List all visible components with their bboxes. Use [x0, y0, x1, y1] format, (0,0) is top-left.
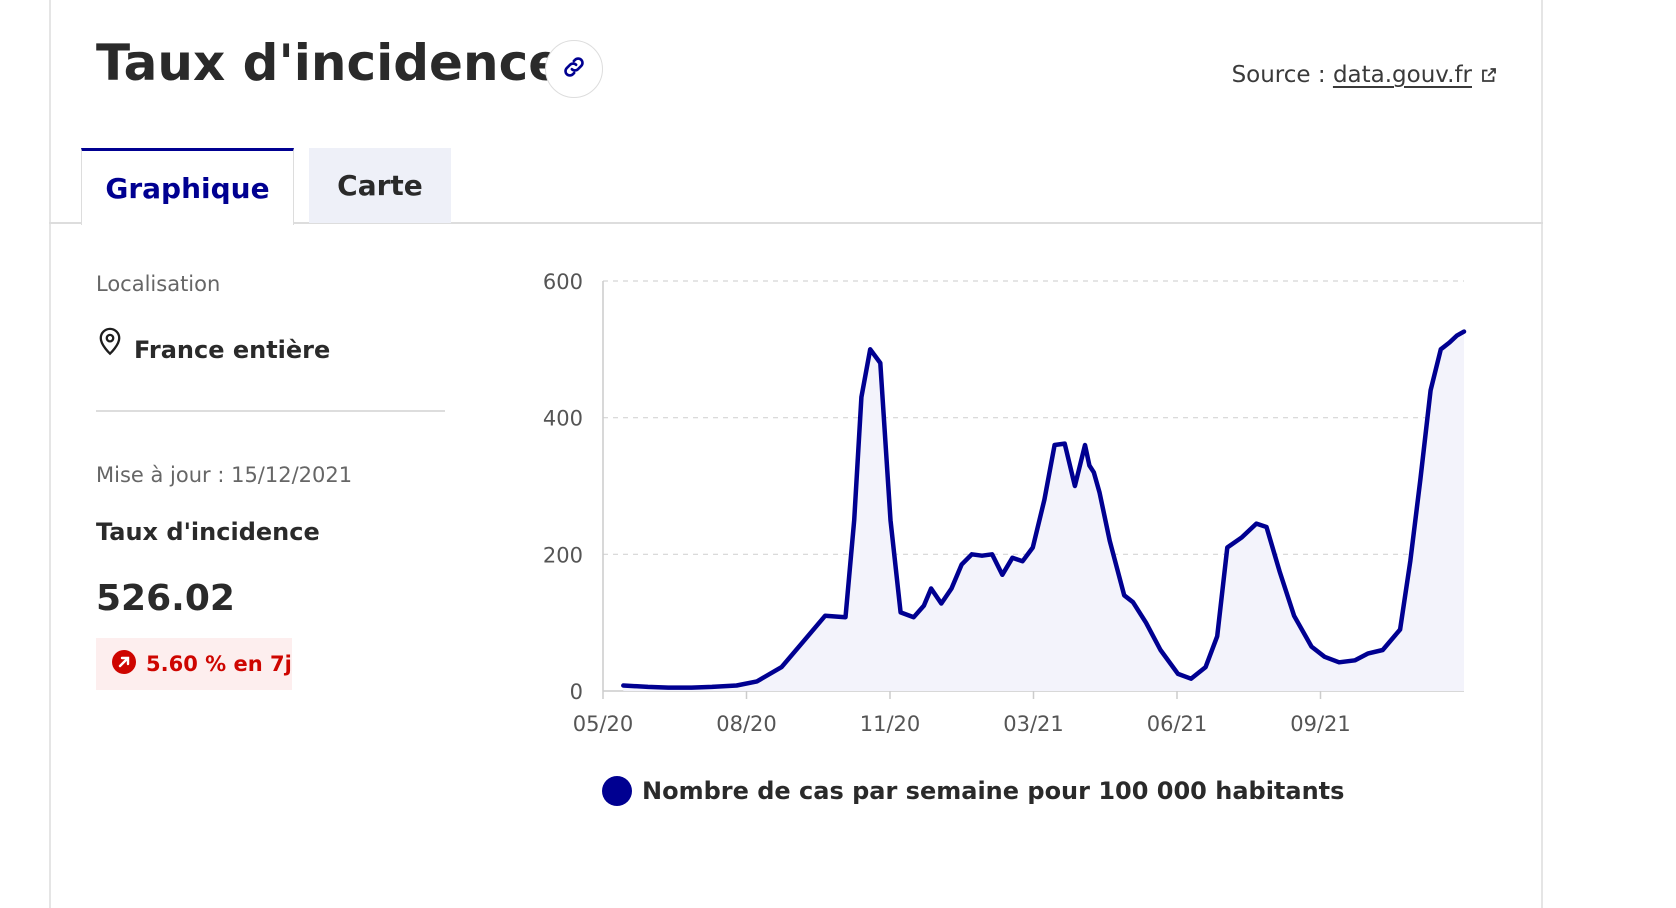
y-tick-label: 400	[543, 407, 583, 431]
x-tick-label: 03/21	[1003, 712, 1064, 736]
indicator-value: 526.02	[96, 578, 235, 619]
source-link[interactable]: data.gouv.fr	[1333, 62, 1498, 88]
localisation-value: France entière	[134, 336, 331, 364]
trend-text: 5.60 % en 7j	[146, 652, 292, 676]
tab-graphique[interactable]: Graphique	[81, 148, 294, 225]
x-tick-label: 09/21	[1290, 712, 1351, 736]
x-tick-label: 05/20	[573, 712, 634, 736]
tab-graphique-label: Graphique	[105, 171, 270, 205]
update-date: Mise à jour : 15/12/2021	[96, 463, 353, 487]
y-tick-label: 0	[570, 680, 583, 704]
link-icon	[561, 54, 587, 84]
arrow-up-right-icon	[112, 650, 136, 678]
source-link-text: data.gouv.fr	[1332, 62, 1472, 88]
localisation-selector[interactable]: France entière	[96, 322, 330, 364]
tab-carte-label: Carte	[337, 169, 423, 202]
series-line	[621, 329, 1467, 690]
incidence-chart: 0 200 400 600 05/20 08/20 11/20 03/21 06/21 09/21	[543, 270, 1467, 736]
y-tick-label: 200	[543, 543, 583, 567]
trend-badge: 5.60 % en 7j	[96, 638, 292, 690]
x-tick-label: 11/20	[860, 712, 921, 736]
page-title: Taux d'incidence	[96, 34, 563, 92]
external-link-icon	[1480, 64, 1498, 90]
y-tick-label: 600	[543, 270, 583, 294]
map-pin-icon	[96, 326, 124, 360]
legend-label: Nombre de cas par semaine pour 100 000 h…	[642, 777, 1345, 805]
tab-carte[interactable]: Carte	[309, 148, 451, 223]
tabs-divider	[49, 222, 1543, 224]
source-line: Source : data.gouv.fr	[1232, 62, 1498, 90]
chart-legend: Nombre de cas par semaine pour 100 000 h…	[602, 776, 1344, 806]
copy-link-button[interactable]	[545, 40, 603, 98]
x-tick-label: 06/21	[1147, 712, 1208, 736]
indicator-label: Taux d'incidence	[96, 518, 320, 546]
incidence-card	[49, 0, 1543, 908]
source-prefix: Source :	[1231, 62, 1326, 88]
localisation-label: Localisation	[96, 272, 221, 296]
sidebar-divider	[96, 410, 445, 412]
legend-marker	[602, 776, 632, 806]
x-tick-label: 08/20	[716, 712, 777, 736]
